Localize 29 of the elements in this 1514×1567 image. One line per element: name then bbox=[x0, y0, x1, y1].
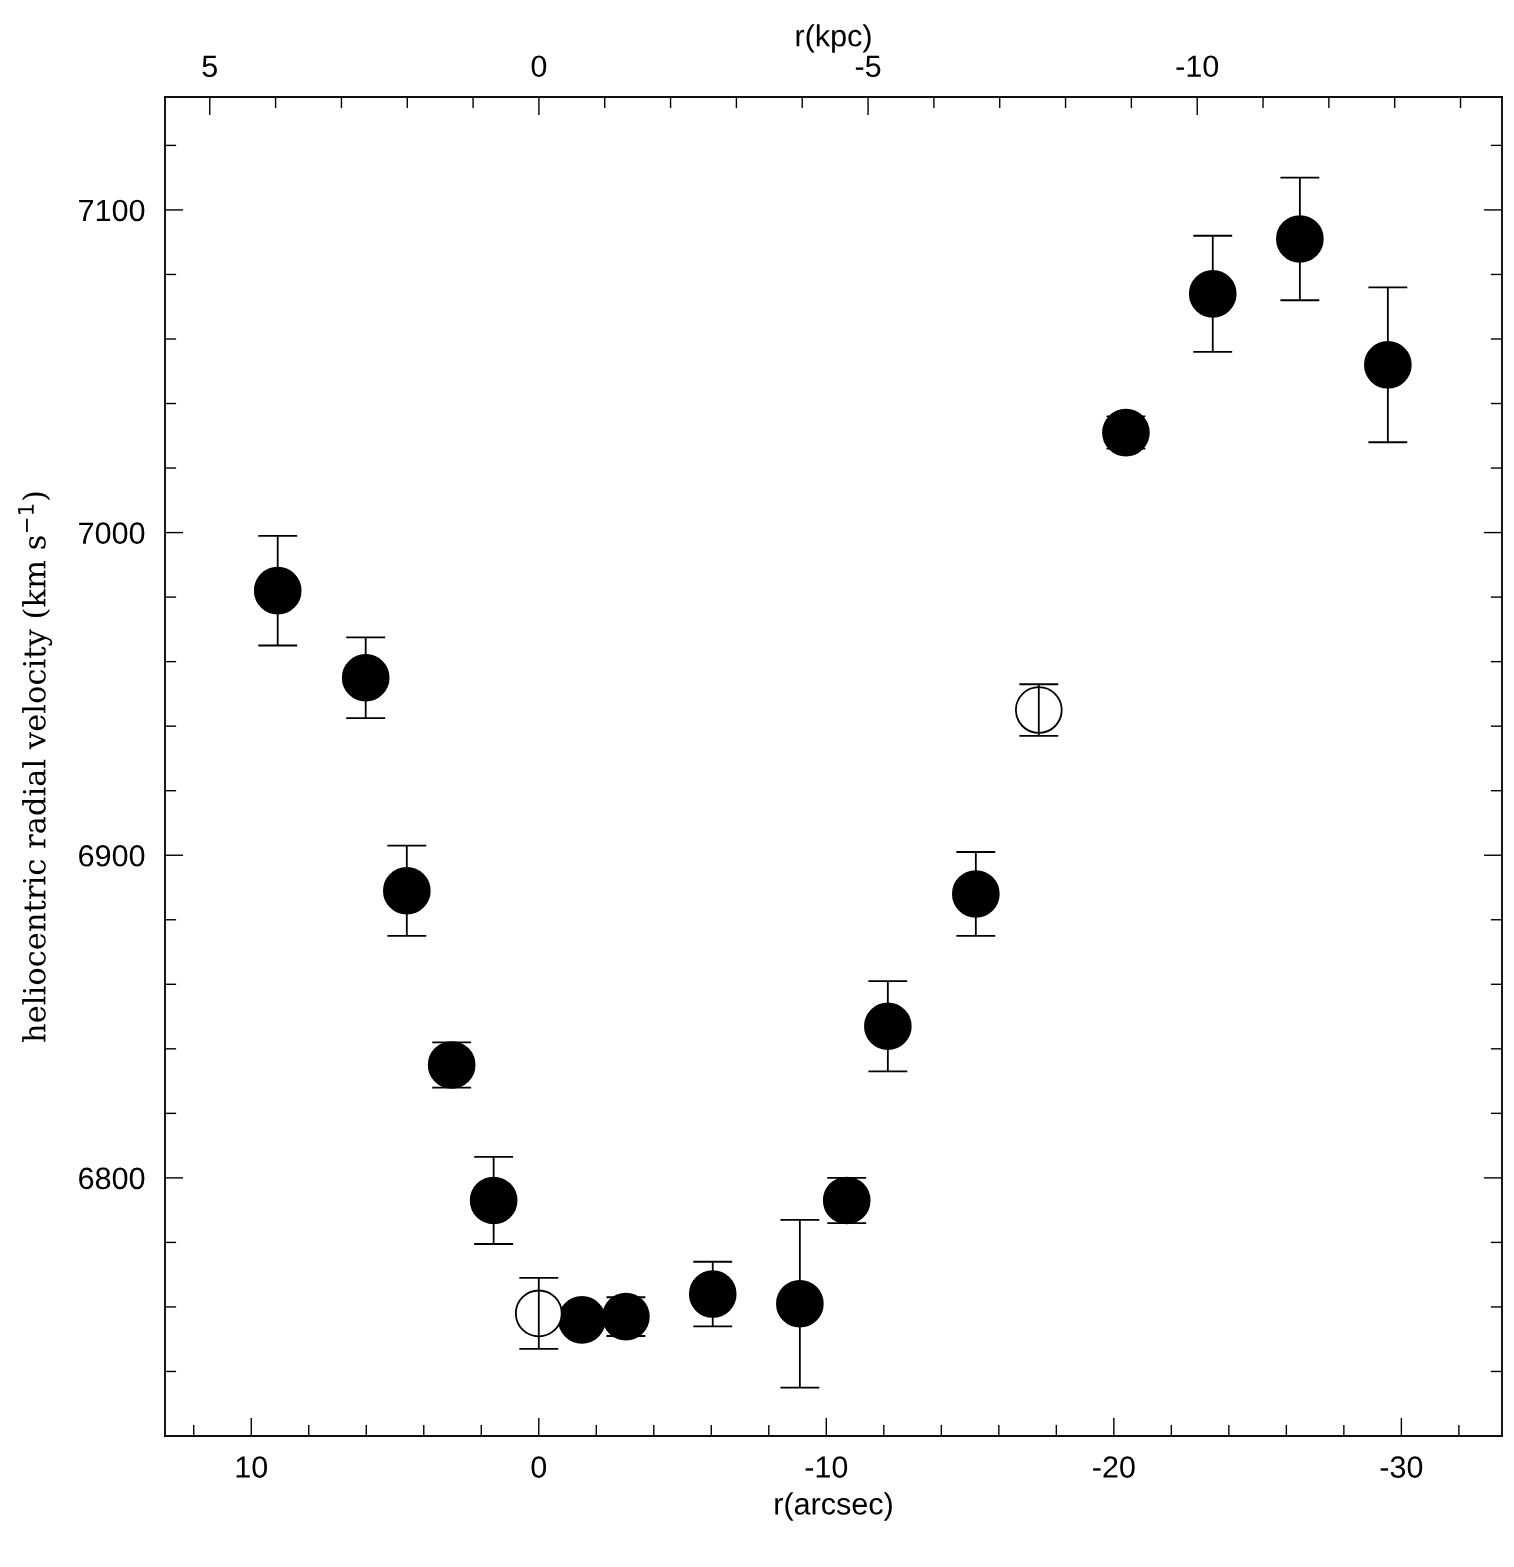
y-tick-label: 6800 bbox=[79, 1167, 145, 1190]
x-tick-label: -10 bbox=[805, 1456, 848, 1478]
x2-axis-title: r(kpc) bbox=[796, 24, 871, 53]
x2-tick-label: 5 bbox=[202, 55, 217, 78]
x2-tick-label: -10 bbox=[1176, 55, 1219, 78]
y-axis-title: heliocentric radial velocity (km s$^{−1}$) bbox=[18, 492, 53, 1042]
x-tick-label: 0 bbox=[531, 1456, 547, 1478]
point bbox=[382, 866, 431, 915]
x-tick-label: -20 bbox=[1093, 1456, 1135, 1478]
point bbox=[864, 1002, 912, 1051]
x-axis-title: r(arcsec) bbox=[775, 1492, 892, 1521]
point bbox=[1276, 215, 1324, 263]
x-tick-label: 10 bbox=[236, 1456, 268, 1478]
point bbox=[952, 870, 1000, 918]
point bbox=[1188, 269, 1237, 318]
point bbox=[469, 1176, 518, 1225]
point bbox=[341, 653, 390, 702]
point bbox=[1364, 340, 1412, 389]
y-tick-label: 7100 bbox=[79, 199, 145, 222]
y-tick-label: 6900 bbox=[79, 844, 145, 867]
x-tick-label: -30 bbox=[1380, 1456, 1423, 1478]
point bbox=[688, 1270, 737, 1318]
point bbox=[776, 1279, 824, 1328]
x2-tick-label: -5 bbox=[855, 55, 881, 78]
point bbox=[253, 566, 302, 615]
point bbox=[514, 1289, 563, 1338]
x2-tick-label: 0 bbox=[531, 55, 547, 78]
y-tick-label: 7000 bbox=[79, 522, 145, 544]
point bbox=[1102, 408, 1150, 457]
